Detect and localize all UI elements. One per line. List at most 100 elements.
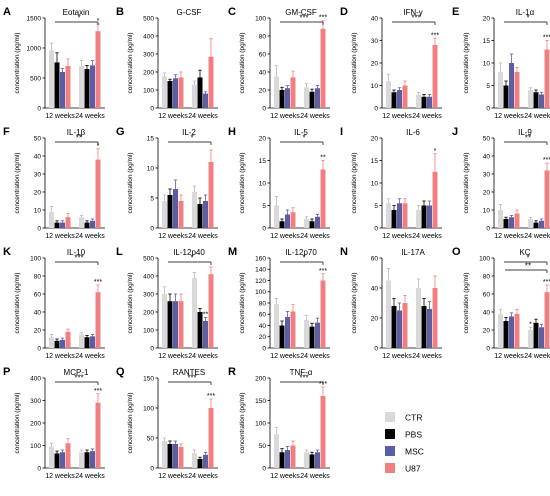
y-axis-label: concentration (pg/ml) [463, 32, 470, 93]
bar-u87-12w [402, 303, 408, 348]
bar-u87-24w [208, 274, 214, 348]
bar-pbs-24w [84, 452, 90, 468]
y-tick-label: 500 [143, 255, 154, 262]
panel-letter: N [340, 246, 348, 258]
x-tick-label: 12 weeks [382, 113, 412, 120]
bar-pbs-12w [279, 221, 285, 228]
y-tick-label: 40 [34, 309, 42, 316]
bar-ctr-12w [49, 211, 54, 228]
bar-pbs-24w [309, 91, 315, 108]
bar-pbs-24w [84, 337, 90, 348]
x-tick-label: 12 weeks [494, 353, 524, 360]
legend: CTR PBS MSC U87 [385, 412, 424, 474]
bar-pbs-12w [54, 62, 60, 108]
bar-u87-24w [544, 292, 550, 348]
bar-u87-24w [95, 292, 101, 348]
y-tick-label: 40 [483, 309, 491, 316]
y-tick-label: 100 [255, 289, 266, 296]
bar-pbs-12w [167, 195, 173, 228]
y-axis-label: concentration (pg/ml) [351, 32, 358, 93]
y-axis-label: concentration (pg/ml) [351, 152, 358, 213]
bar-pbs-24w [84, 69, 90, 108]
significance-label: *** [299, 374, 308, 383]
panel-letter: H [228, 126, 236, 138]
bar-u87-12w [402, 203, 408, 228]
y-tick-label: 40 [259, 69, 267, 76]
y-tick-label: 30 [371, 38, 379, 45]
y-tick-label: 20 [259, 334, 267, 341]
y-axis-label: concentration (pg/ml) [14, 152, 21, 213]
bar-ctr-12w [162, 294, 167, 348]
y-tick-label: 0 [150, 105, 154, 112]
x-tick-label: 12 weeks [45, 473, 75, 480]
bar-msc-24w [90, 65, 95, 108]
bar-msc-12w [397, 310, 402, 348]
bar-pbs-12w [503, 85, 509, 108]
bar-msc-24w [427, 309, 432, 348]
bar-msc-12w [173, 78, 178, 108]
panel-H: H IL-5 concentration (pg/ml) 0 5 10 15 20 12 wee… [228, 126, 330, 240]
bar-pbs-12w [167, 301, 173, 348]
bar-msc-24w [203, 454, 208, 468]
x-tick-label: 12 weeks [45, 113, 75, 120]
bar-ctr-24w [304, 452, 309, 468]
x-tick-label: 24 weeks [524, 113, 550, 120]
bar-u87-12w [290, 311, 296, 348]
panel-title: GM-CSF [285, 8, 317, 17]
significance-label: ** [320, 155, 326, 162]
y-tick-label: 50 [483, 135, 491, 142]
y-tick-label: 400 [143, 273, 154, 280]
significance-label: *** [543, 35, 550, 42]
y-tick-label: 150 [143, 375, 154, 382]
y-tick-label: 20 [34, 189, 42, 196]
y-tick-label: 500 [30, 75, 41, 82]
y-tick-label: 0 [262, 105, 266, 112]
bar-msc-24w [539, 220, 544, 228]
y-tick-label: 0 [150, 225, 154, 232]
y-tick-label: 20 [259, 87, 267, 94]
panel-J: J IL-9 concentration (pg/ml) 0 10 20 30 40 50 12 … [452, 126, 550, 240]
bar-msc-24w [427, 96, 432, 108]
x-tick-label: 24 weeks [75, 473, 105, 480]
y-tick-label: 10 [34, 207, 42, 214]
bar-ctr-24w [79, 66, 84, 108]
x-tick-label: 12 weeks [270, 113, 300, 120]
significance-label: *** [187, 374, 196, 383]
bar-pbs-24w [421, 306, 427, 348]
y-tick-label: 20 [259, 135, 267, 142]
bar-u87-24w [95, 402, 101, 468]
y-tick-label: 10 [371, 83, 379, 90]
y-tick-label: 400 [30, 375, 41, 382]
significance-label: * [529, 321, 532, 328]
y-tick-label: 0 [37, 345, 41, 352]
bar-msc-24w [539, 327, 544, 348]
panel-I: I IL-6 concentration (pg/ml) 0 5 10 15 20 12 wee… [340, 126, 442, 240]
bar-msc-12w [285, 450, 290, 468]
panel-title: IL-12p40 [173, 248, 205, 257]
bar-msc-24w [90, 451, 95, 468]
bar-msc-12w [173, 189, 178, 228]
bar-u87-12w [65, 217, 71, 228]
bar-msc-12w [173, 444, 178, 468]
bar-msc-24w [315, 216, 320, 228]
y-tick-label: 300 [143, 291, 154, 298]
bar-u87-24w [544, 170, 550, 228]
x-tick-label: 24 weeks [188, 233, 218, 240]
y-tick-label: 100 [143, 327, 154, 334]
bar-ctr-12w [498, 313, 503, 348]
panel-title: MCP-1 [64, 368, 89, 377]
significance-label: *** [319, 15, 327, 22]
y-tick-label: 100 [255, 15, 266, 22]
bar-u87-24w [432, 171, 438, 228]
bar-ctr-12w [274, 205, 279, 228]
bar-ctr-12w [49, 337, 54, 348]
y-tick-label: 50 [34, 135, 42, 142]
y-tick-label: 80 [483, 273, 491, 280]
x-tick-label: 24 weeks [524, 353, 550, 360]
bar-pbs-24w [421, 96, 427, 108]
panel-title: IL-6 [406, 128, 420, 137]
bar-ctr-12w [49, 446, 54, 468]
y-tick-label: 40 [371, 285, 379, 292]
bar-msc-12w [509, 217, 514, 228]
panel-letter: K [3, 246, 11, 258]
